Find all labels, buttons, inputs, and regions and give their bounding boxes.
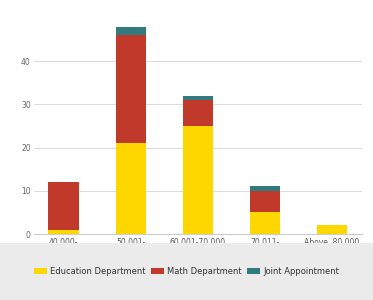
Bar (116, 35, 146, 143)
Bar (183, 96, 213, 100)
Bar (183, 126, 213, 234)
Bar (48, 182, 79, 230)
Bar (317, 225, 347, 234)
Bar (250, 212, 280, 234)
Bar (48, 230, 79, 234)
Bar (116, 27, 146, 35)
Bar (250, 191, 280, 212)
Bar (250, 187, 280, 191)
Bar (183, 100, 213, 126)
Legend: Education Department, Math Department, Joint Appointment: Education Department, Math Department, J… (31, 264, 342, 279)
Bar (116, 143, 146, 234)
